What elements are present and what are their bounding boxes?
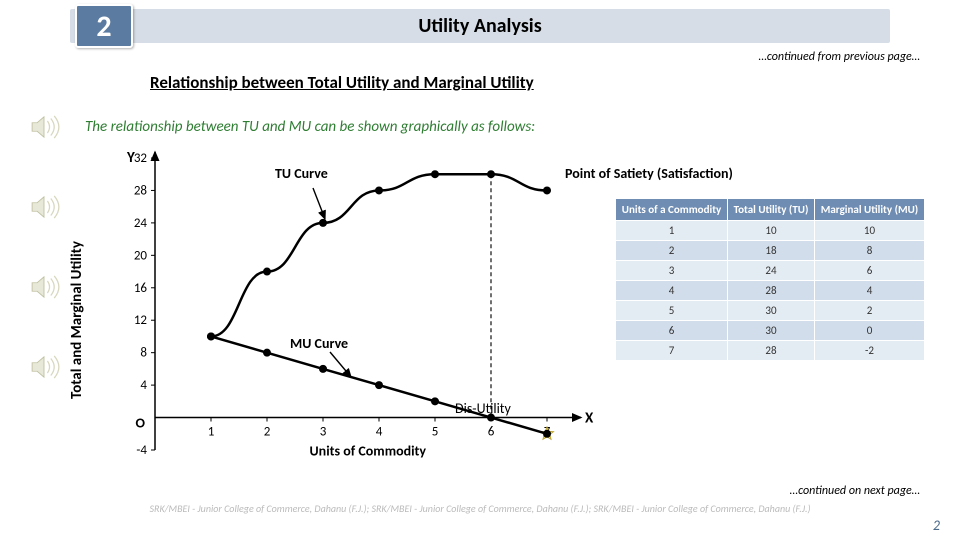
table-row: 2188 [616, 241, 925, 261]
table-row: 6300 [616, 321, 925, 341]
utility-chart: Total and Marginal Utility -448121620242… [85, 140, 595, 500]
svg-text:Units of Commodity: Units of Commodity [310, 443, 427, 460]
intro-text: The relationship between TU and MU can b… [85, 118, 535, 136]
speaker-icon [25, 350, 63, 384]
svg-text:4: 4 [140, 378, 147, 393]
mu-curve-label: MU Curve [290, 335, 348, 352]
svg-text:24: 24 [134, 216, 148, 231]
svg-text:5: 5 [432, 425, 439, 440]
table-row: 5302 [616, 301, 925, 321]
tu-curve-label: TU Curve [275, 165, 328, 182]
svg-text:20: 20 [134, 248, 148, 263]
svg-text:3: 3 [320, 425, 327, 440]
svg-text:6: 6 [488, 425, 495, 440]
continued-from-prev: …continued from previous page… [759, 50, 920, 64]
disutility-label: Dis-Utility [455, 400, 511, 417]
table-row: 3246 [616, 261, 925, 281]
speaker-icon [25, 110, 63, 144]
speaker-icon [25, 190, 63, 224]
section-heading: Relationship between Total Utility and M… [150, 72, 534, 93]
svg-text:8: 8 [140, 346, 147, 361]
svg-text:32: 32 [134, 151, 148, 166]
svg-text:2: 2 [264, 425, 271, 440]
svg-text:28: 28 [134, 183, 148, 198]
page-number: 2 [933, 517, 940, 534]
svg-text:O: O [136, 415, 146, 432]
svg-text:1: 1 [208, 425, 215, 440]
footer-credit: SRK/MBEI - Junior College of Commerce, D… [0, 502, 960, 515]
svg-text:Y: Y [126, 149, 135, 167]
page-title: Utility Analysis [0, 14, 960, 38]
speaker-icon [25, 270, 63, 304]
table-header: Marginal Utility (MU) [814, 199, 924, 221]
svg-text:X: X [585, 410, 594, 428]
table-row: 728-2 [616, 341, 925, 361]
table-row: 4284 [616, 281, 925, 301]
table-row: 11010 [616, 221, 925, 241]
table-header: Total Utility (TU) [728, 199, 815, 221]
satiety-label: Point of Satiety (Satisfaction) [565, 165, 733, 182]
svg-text:16: 16 [134, 281, 148, 296]
utility-table: Units of a CommodityTotal Utility (TU)Ma… [615, 198, 925, 361]
y-axis-label: Total and Marginal Utility [68, 241, 86, 399]
svg-text:4: 4 [376, 425, 383, 440]
continued-on-next: …continued on next page… [790, 484, 920, 498]
svg-text:12: 12 [134, 313, 148, 328]
svg-text:-4: -4 [136, 443, 147, 458]
table-header: Units of a Commodity [616, 199, 728, 221]
